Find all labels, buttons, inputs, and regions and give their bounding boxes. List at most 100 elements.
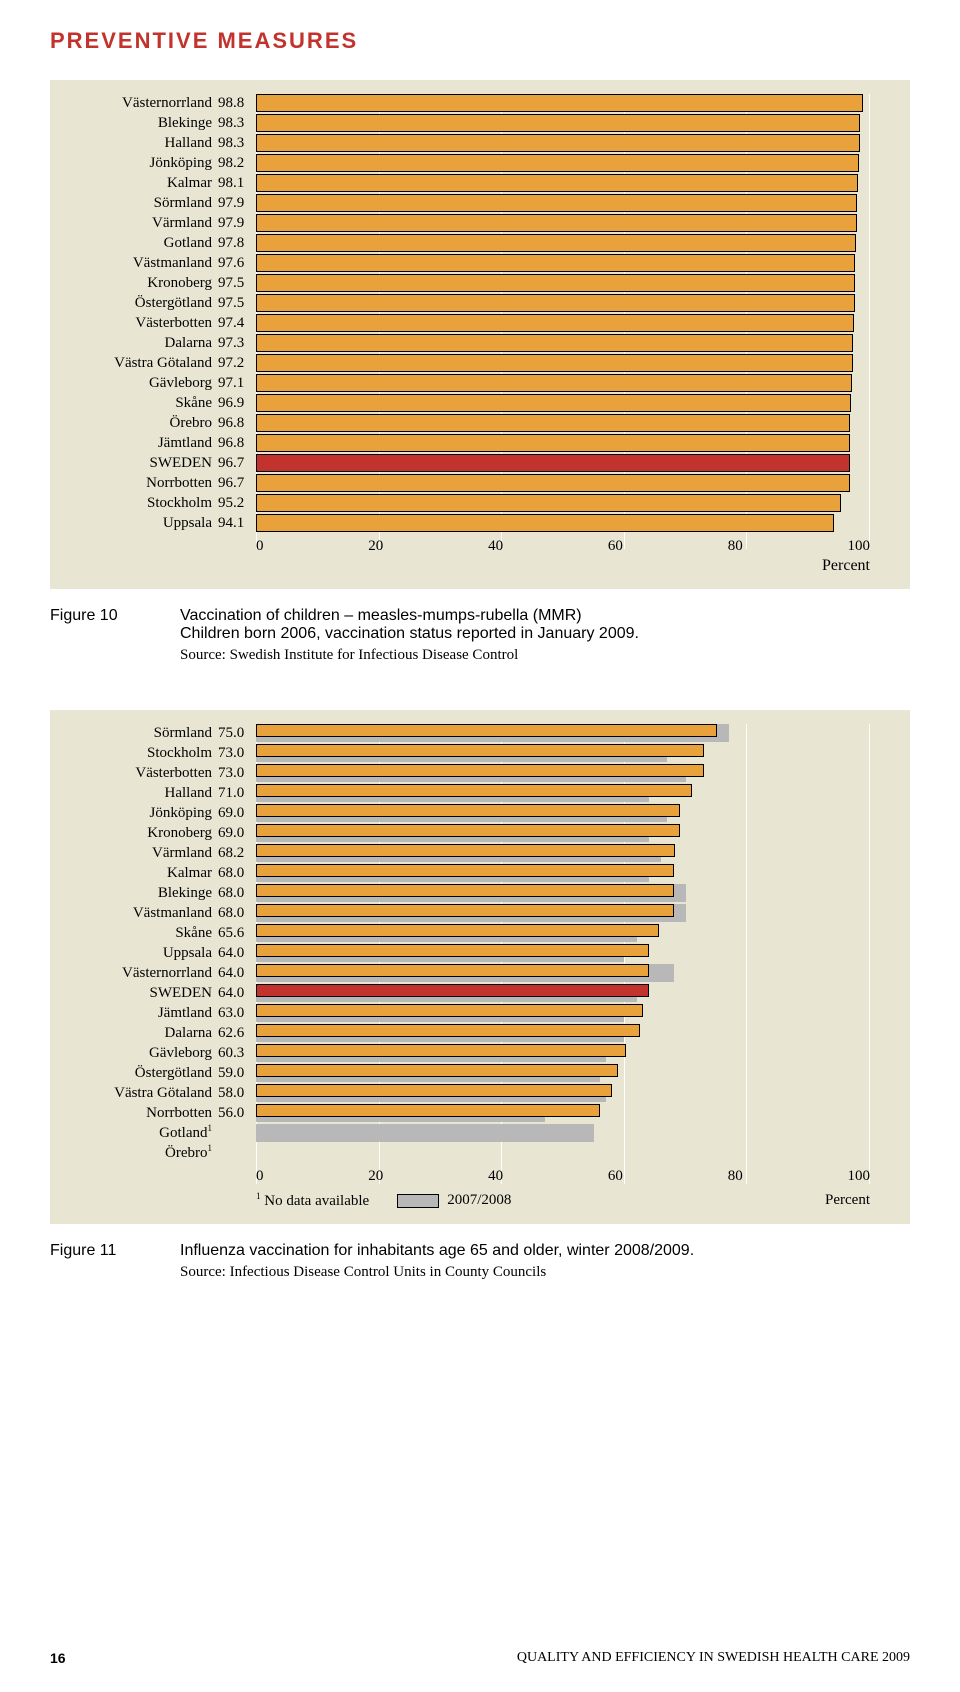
row-label: Norrbotten — [50, 475, 218, 492]
chart-row: Värmland97.9 — [50, 214, 870, 232]
chart-row: Kalmar98.1 — [50, 174, 870, 192]
row-value: 69.0 — [218, 825, 256, 842]
row-label: Gotland — [50, 235, 218, 252]
legend-prev: 2007/2008 — [397, 1192, 511, 1209]
axis-tick: 40 — [488, 1168, 503, 1185]
row-label: Östergötland — [50, 1065, 218, 1082]
bar — [256, 134, 860, 152]
bar — [256, 804, 680, 817]
row-value: 96.8 — [218, 435, 256, 452]
row-value: 96.8 — [218, 415, 256, 432]
chart2-caption: Figure 11 Influenza vaccination for inha… — [50, 1242, 910, 1281]
row-value: 64.0 — [218, 945, 256, 962]
chart-row: Kronoberg97.5 — [50, 274, 870, 292]
chart-row: Halland98.3 — [50, 134, 870, 152]
chart2-axis: 020406080100 — [50, 1168, 870, 1185]
chart-row: Sörmland75.0 — [50, 724, 870, 742]
chart-row: Kalmar68.0 — [50, 864, 870, 882]
bar — [256, 174, 858, 192]
chart-row: Gotland1 — [50, 1124, 870, 1142]
bar — [256, 294, 855, 312]
row-label: Dalarna — [50, 335, 218, 352]
axis-tick: 60 — [608, 538, 623, 555]
bar — [256, 784, 692, 797]
chart-row: Västerbotten73.0 — [50, 764, 870, 782]
row-label: Blekinge — [50, 115, 218, 132]
row-label: SWEDEN — [50, 985, 218, 1002]
chart-row: Jönköping98.2 — [50, 154, 870, 172]
chart-row: Västmanland68.0 — [50, 904, 870, 922]
row-value: 98.8 — [218, 95, 256, 112]
row-value: 97.1 — [218, 375, 256, 392]
row-value: 96.9 — [218, 395, 256, 412]
row-value: 97.9 — [218, 215, 256, 232]
row-value: 56.0 — [218, 1105, 256, 1122]
row-value: 64.0 — [218, 985, 256, 1002]
chart1-axis: 020406080100 — [50, 538, 870, 555]
chart-row: Skåne96.9 — [50, 394, 870, 412]
chart-row: Örebro1 — [50, 1144, 870, 1162]
row-value: 65.6 — [218, 925, 256, 942]
row-label: Dalarna — [50, 1025, 218, 1042]
row-value: 97.4 — [218, 315, 256, 332]
row-label: Västerbotten — [50, 315, 218, 332]
row-label: Halland — [50, 135, 218, 152]
row-value: 58.0 — [218, 1085, 256, 1102]
bar — [256, 454, 850, 472]
row-label: Östergötland — [50, 295, 218, 312]
bar — [256, 194, 857, 212]
chart-row: Uppsala94.1 — [50, 514, 870, 532]
axis-tick: 20 — [368, 538, 383, 555]
row-value: 68.0 — [218, 865, 256, 882]
row-label: Västra Götaland — [50, 355, 218, 372]
axis-tick: 40 — [488, 538, 503, 555]
row-label: Norrbotten — [50, 1105, 218, 1122]
bar — [256, 154, 859, 172]
chart-row: Jönköping69.0 — [50, 804, 870, 822]
row-label: Kalmar — [50, 175, 218, 192]
page-footer: 16 QUALITY AND EFFICIENCY IN SWEDISH HEA… — [50, 1650, 910, 1666]
row-label: Örebro1 — [50, 1144, 218, 1162]
row-value: 63.0 — [218, 1005, 256, 1022]
footer-title: QUALITY AND EFFICIENCY IN SWEDISH HEALTH… — [517, 1650, 910, 1666]
bar — [256, 234, 856, 252]
row-value: 69.0 — [218, 805, 256, 822]
row-value: 98.3 — [218, 135, 256, 152]
bar — [256, 1104, 600, 1117]
bar — [256, 334, 853, 352]
bar — [256, 904, 674, 917]
chart-row: Östergötland59.0 — [50, 1064, 870, 1082]
row-value: 97.9 — [218, 195, 256, 212]
row-label: Blekinge — [50, 885, 218, 902]
chart-row: Stockholm95.2 — [50, 494, 870, 512]
bar — [256, 844, 675, 857]
row-label: Jönköping — [50, 155, 218, 172]
legend-swatch-prev — [397, 1194, 439, 1208]
bar — [256, 114, 860, 132]
bar — [256, 944, 649, 957]
chart2-axis-label: Percent — [825, 1192, 870, 1209]
chart-row: Skåne65.6 — [50, 924, 870, 942]
chart-row: Jämtland96.8 — [50, 434, 870, 452]
chart-row: Västernorrland98.8 — [50, 94, 870, 112]
axis-tick: 80 — [728, 538, 743, 555]
row-value: 97.2 — [218, 355, 256, 372]
chart-row: Västerbotten97.4 — [50, 314, 870, 332]
chart2-caption-title: Influenza vaccination for inhabitants ag… — [180, 1242, 910, 1260]
row-value: 60.3 — [218, 1045, 256, 1062]
row-label: Västernorrland — [50, 95, 218, 112]
chart-row: Gotland97.8 — [50, 234, 870, 252]
chart1-caption-title: Vaccination of children – measles-mumps-… — [180, 607, 910, 643]
chart-row: Norrbotten56.0 — [50, 1104, 870, 1122]
row-label: Stockholm — [50, 745, 218, 762]
bar — [256, 1024, 640, 1037]
bar — [256, 744, 704, 757]
row-label: Uppsala — [50, 515, 218, 532]
bar — [256, 984, 649, 997]
row-label: Jämtland — [50, 1005, 218, 1022]
row-value: 98.2 — [218, 155, 256, 172]
chart-row: Dalarna62.6 — [50, 1024, 870, 1042]
chart1-axis-label: Percent — [256, 557, 870, 575]
chart-row: Blekinge98.3 — [50, 114, 870, 132]
row-label: Västmanland — [50, 255, 218, 272]
